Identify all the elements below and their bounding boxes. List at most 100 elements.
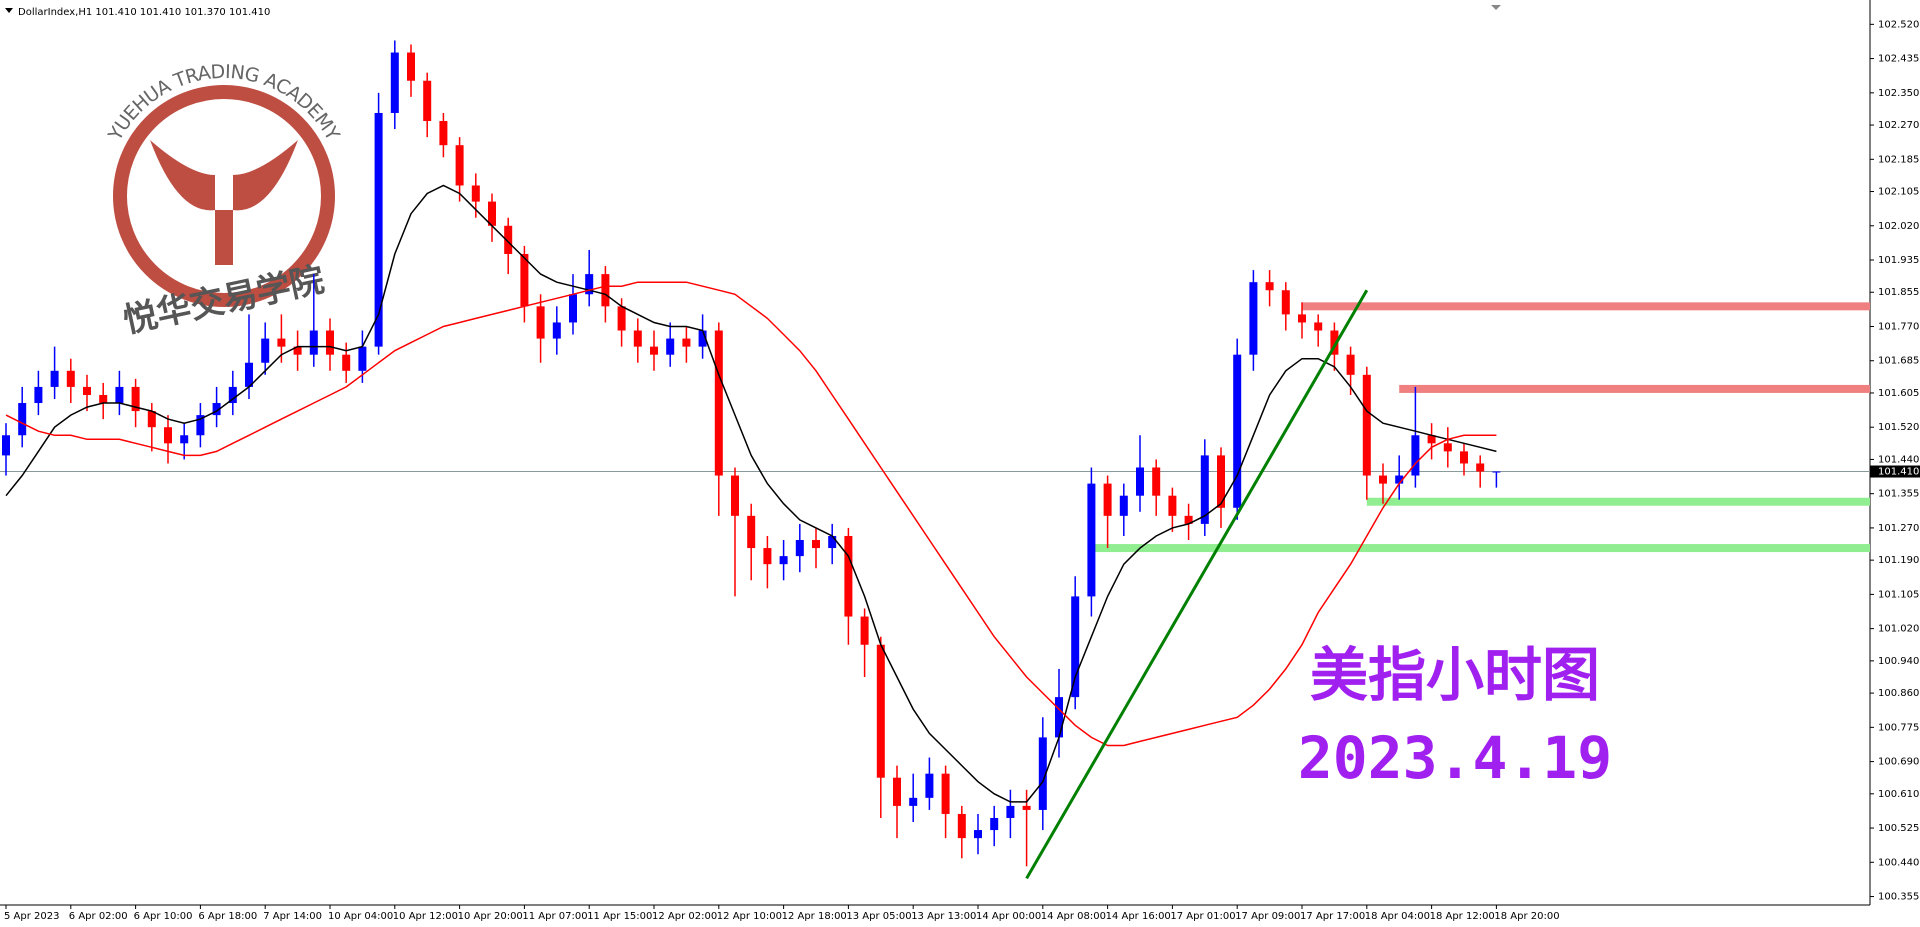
candle-body	[828, 535, 837, 549]
candle-body	[731, 475, 739, 516]
y-tick-label: 100.860	[1878, 688, 1919, 699]
candle-body	[617, 306, 626, 331]
y-tick-label: 101.355	[1878, 489, 1919, 500]
annotation: 美指小时图	[1310, 641, 1600, 709]
y-tick-label: 102.350	[1878, 88, 1919, 99]
candle-body	[844, 535, 853, 617]
candle-body	[1103, 483, 1112, 516]
candle-body	[196, 415, 205, 436]
x-tick-label: 18 Apr 04:00	[1365, 911, 1430, 922]
candle-body	[1492, 471, 1501, 473]
y-tick-label: 102.270	[1878, 120, 1919, 131]
moving-average	[5, 281, 1497, 747]
candle-body	[1427, 435, 1436, 444]
candle-body	[1152, 467, 1161, 496]
candle-body	[1022, 805, 1031, 810]
candle-body	[277, 338, 286, 347]
candle-body	[812, 540, 820, 549]
candle-body	[407, 52, 415, 81]
header: DollarIndex,H1 101.410 101.410 101.370 1…	[18, 7, 270, 18]
candle-body	[1119, 495, 1128, 516]
candle-body	[714, 330, 723, 476]
candle-body	[488, 201, 496, 226]
header-arrow	[5, 8, 13, 13]
candle-body	[504, 225, 513, 254]
candle-body	[974, 830, 982, 839]
candle-body	[2, 435, 10, 456]
y-tick-label: 100.940	[1878, 656, 1919, 667]
level-zone	[1302, 302, 1870, 311]
candle-body	[455, 145, 464, 186]
candle-body	[925, 773, 934, 798]
candle-body	[1168, 495, 1177, 516]
y-tick-label: 101.190	[1878, 555, 1919, 566]
x-tick-label: 6 Apr 02:00	[69, 911, 128, 922]
candle-body	[147, 411, 156, 428]
y-tick-label: 100.355	[1878, 892, 1919, 903]
candle-body	[941, 773, 950, 814]
candle-body	[1346, 354, 1355, 375]
current-price-label: 101.410	[1878, 467, 1919, 478]
x-tick-label: 7 Apr 14:00	[263, 911, 322, 922]
candle-body	[860, 616, 869, 645]
candle-body	[1265, 282, 1274, 291]
candle-body	[1476, 463, 1485, 472]
candle-body	[763, 548, 772, 565]
y-tick-label: 100.775	[1878, 722, 1919, 733]
candle-body	[115, 386, 124, 404]
x-tick-label: 18 Apr 20:00	[1494, 911, 1559, 922]
candle-body	[1460, 451, 1468, 464]
x-tick-label: 12 Apr 10:00	[717, 911, 782, 922]
candle-body	[536, 306, 545, 339]
candle-body	[1314, 322, 1323, 331]
candle-body	[293, 346, 302, 355]
candle-body	[228, 386, 237, 404]
y-tick-label: 101.685	[1878, 356, 1919, 367]
y-tick-label: 101.105	[1878, 589, 1919, 600]
y-tick-label: 101.270	[1878, 523, 1919, 534]
x-tick-label: 5 Apr 2023	[4, 911, 59, 922]
y-tick-label: 100.440	[1878, 857, 1919, 868]
candle-body	[1298, 314, 1306, 323]
logo-mark	[150, 140, 298, 265]
candle-body	[261, 338, 270, 363]
candle-body	[666, 338, 675, 355]
y-tick-label: 101.770	[1878, 321, 1919, 332]
candle-body	[601, 274, 610, 307]
candle-body	[876, 644, 885, 778]
candle-body	[83, 386, 91, 395]
scroll-marker	[1491, 5, 1501, 10]
x-tick-label: 14 Apr 00:00	[976, 911, 1041, 922]
x-tick-label: 11 Apr 07:00	[522, 911, 587, 922]
candle-body	[66, 370, 75, 387]
candle-body	[1379, 475, 1387, 484]
y-tick-label: 102.520	[1878, 19, 1919, 30]
x-tick-label: 10 Apr 20:00	[458, 911, 523, 922]
candle-body	[1006, 805, 1015, 818]
x-tick-label: 17 Apr 01:00	[1170, 911, 1235, 922]
x-tick-label: 6 Apr 18:00	[198, 911, 257, 922]
candle-body	[34, 386, 43, 404]
candle-body	[1055, 697, 1063, 738]
candle-body	[1281, 290, 1290, 315]
x-tick-label: 12 Apr 18:00	[782, 911, 847, 922]
candle-body	[1395, 475, 1404, 484]
y-tick-label: 102.185	[1878, 154, 1919, 165]
candle-body	[1136, 467, 1144, 496]
candle-body	[1362, 374, 1371, 476]
candle-body	[212, 403, 221, 416]
candle-body	[520, 253, 529, 307]
candle-body	[342, 354, 351, 371]
candle-body	[374, 112, 383, 347]
candle-body	[650, 346, 658, 355]
candle-body	[893, 777, 901, 806]
x-tick-label: 12 Apr 02:00	[652, 911, 717, 922]
y-tick-label: 102.020	[1878, 221, 1919, 232]
candle-body	[164, 427, 172, 444]
x-tick-label: 14 Apr 08:00	[1041, 911, 1106, 922]
x-tick-label: 13 Apr 13:00	[911, 911, 976, 922]
candle-body	[1217, 455, 1225, 508]
candle-body	[1200, 455, 1209, 524]
x-tick-label: 11 Apr 15:00	[587, 911, 652, 922]
